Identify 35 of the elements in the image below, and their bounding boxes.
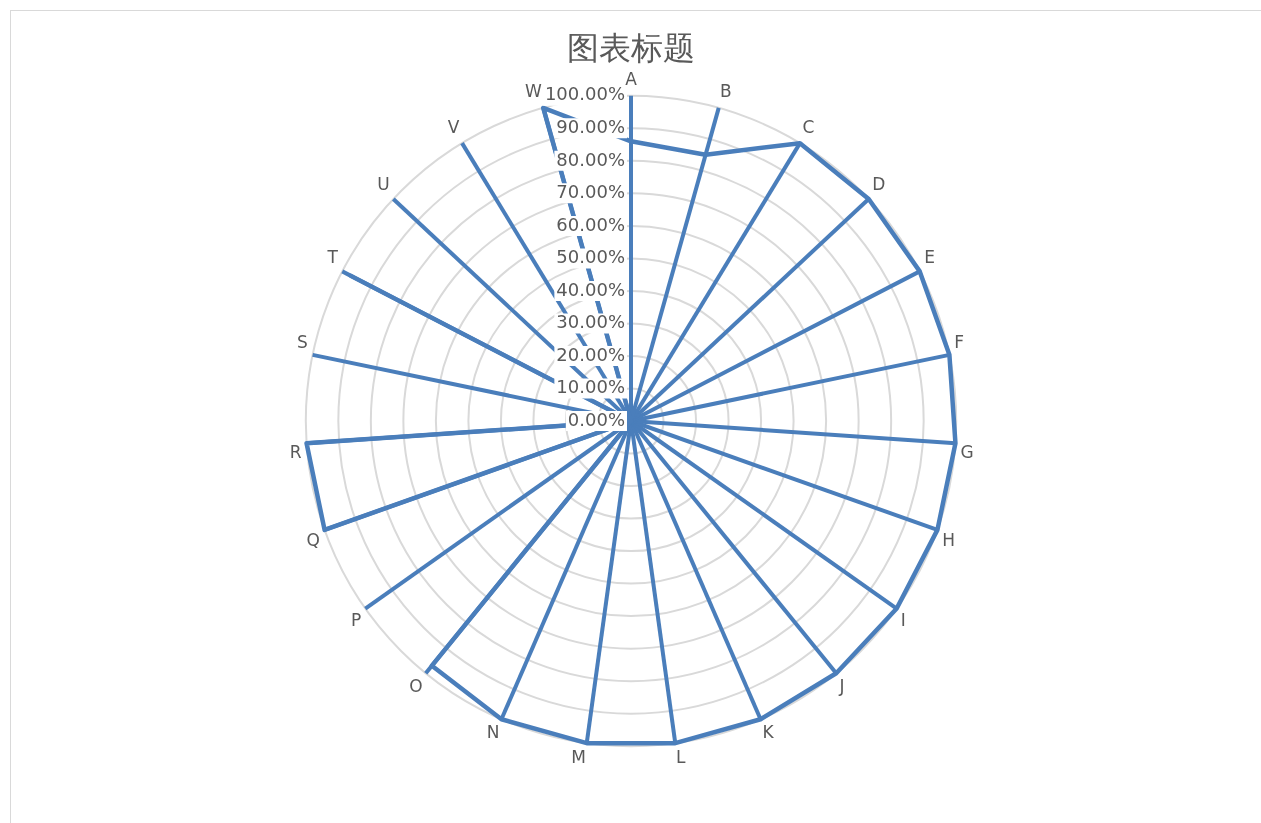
- chart-title: 图表标题: [567, 28, 695, 67]
- spoke-label: Q: [306, 530, 320, 551]
- spoke-label: S: [296, 332, 308, 353]
- spoke-label: H: [942, 530, 955, 551]
- y-tick-label: 90.00%: [556, 115, 625, 137]
- y-tick-label: 20.00%: [556, 343, 625, 365]
- spoke-label: G: [960, 442, 974, 463]
- spoke-label: O: [409, 675, 423, 696]
- y-tick-label: 60.00%: [556, 213, 625, 235]
- y-tick-label: 10.00%: [556, 376, 625, 398]
- spoke-label: E: [924, 247, 935, 268]
- spoke-label: I: [900, 610, 906, 631]
- spoke-label: M: [571, 746, 587, 767]
- y-tick-label: 0.00%: [567, 408, 625, 430]
- spoke-label: F: [954, 332, 965, 353]
- spoke-label: W: [525, 81, 543, 102]
- spoke-label: T: [326, 247, 339, 268]
- y-tick-label: 50.00%: [556, 246, 625, 268]
- spoke-label: V: [447, 117, 460, 138]
- y-tick-label: 30.00%: [556, 311, 625, 333]
- spoke-label: U: [377, 173, 390, 194]
- y-tick-label: 40.00%: [556, 278, 625, 300]
- spoke-label: D: [872, 173, 886, 194]
- spoke-label: A: [625, 69, 638, 90]
- spoke-label: K: [762, 722, 775, 743]
- spoke-label: L: [675, 746, 686, 767]
- spoke-label: J: [838, 675, 845, 696]
- spoke-label: B: [720, 81, 732, 102]
- y-tick-label: 100.00%: [544, 83, 625, 105]
- y-tick-label: 80.00%: [556, 148, 625, 170]
- spoke-label: N: [486, 722, 500, 743]
- spoke-label: P: [350, 610, 362, 631]
- spoke-label: C: [802, 117, 815, 138]
- y-tick-label: 70.00%: [556, 181, 625, 203]
- spoke-label: R: [289, 442, 302, 463]
